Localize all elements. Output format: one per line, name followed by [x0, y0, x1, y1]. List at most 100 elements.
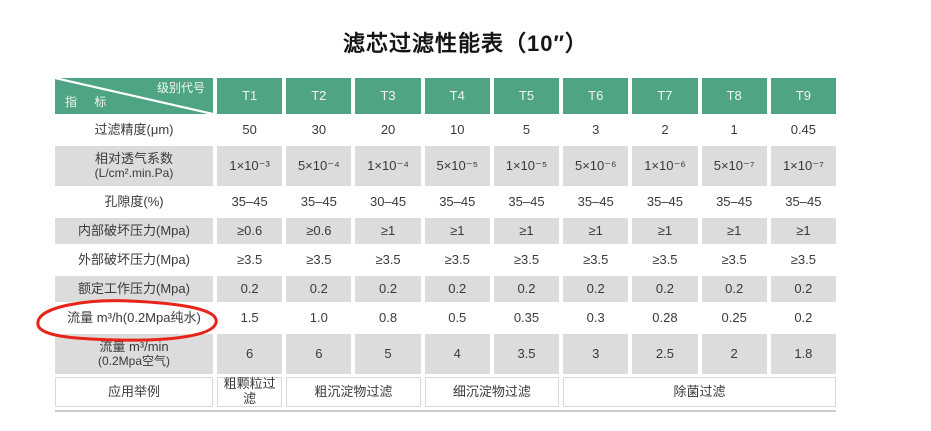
- value-cell: 35–45: [563, 189, 629, 215]
- row-label-text-line2: (L/cm².min.Pa): [94, 165, 174, 180]
- value-cell: 30–45: [355, 189, 421, 215]
- value-cell: 2.5: [632, 334, 698, 374]
- value-cell: ≥1: [424, 218, 490, 244]
- performance-table: 级别代号 指 标 T1 T2 T3 T4 T5 T6 T7 T8 T9 过滤精度(μm) 50 30 2…: [36, 78, 836, 412]
- value-cell: ≥3.5: [493, 247, 560, 273]
- column-header-t9: T9: [770, 78, 836, 114]
- value-cell: 0.35: [493, 305, 560, 331]
- value-cell: 3: [563, 117, 629, 143]
- value-cell: ≥1: [632, 218, 698, 244]
- value-cell: 5×10⁻⁶: [563, 146, 629, 186]
- value-cell: 0.2: [286, 276, 352, 302]
- row-label-text: 流量 m³/h(0.2Mpa纯水): [67, 309, 201, 325]
- value-cell: 35–45: [286, 189, 352, 215]
- column-header-t6: T6: [563, 78, 629, 114]
- value-cell: ≥1: [493, 218, 560, 244]
- row-label-text: 流量 m³/min: [99, 338, 169, 354]
- value-cell: 35–45: [493, 189, 560, 215]
- value-cell: ≥0.6: [217, 218, 283, 244]
- row-label: 流量 m³/h(0.2Mpa纯水): [55, 305, 213, 331]
- value-cell: 1.5: [217, 305, 283, 331]
- value-cell: 4: [424, 334, 490, 374]
- value-cell: 6: [217, 334, 283, 374]
- column-header-t1: T1: [217, 78, 283, 114]
- value-cell: ≥3.5: [286, 247, 352, 273]
- value-cell: 1×10⁻⁷: [770, 146, 836, 186]
- value-cell: 1×10⁻³: [217, 146, 283, 186]
- value-cell: 0.2: [563, 276, 629, 302]
- value-cell: 35–45: [632, 189, 698, 215]
- value-cell: 5: [355, 334, 421, 374]
- value-cell: 1×10⁻⁵: [493, 146, 560, 186]
- value-cell: ≥3.5: [424, 247, 490, 273]
- corner-label-indicator: 指 标: [65, 95, 114, 110]
- value-cell: 0.5: [424, 305, 490, 331]
- application-cell: 细沉淀物过滤: [424, 377, 560, 407]
- value-cell: 5: [493, 117, 560, 143]
- value-cell: 2: [701, 334, 767, 374]
- value-cell: 5×10⁻⁷: [701, 146, 767, 186]
- value-cell: 1×10⁻⁶: [632, 146, 698, 186]
- value-cell: 1×10⁻⁴: [355, 146, 421, 186]
- value-cell: 35–45: [701, 189, 767, 215]
- value-cell: 35–45: [217, 189, 283, 215]
- value-cell: ≥1: [701, 218, 767, 244]
- row-label: 流量 m³/min (0.2Mpa空气): [55, 334, 213, 374]
- value-cell: 3.5: [493, 334, 560, 374]
- value-cell: 0.3: [563, 305, 629, 331]
- row-label: 相对透气系数 (L/cm².min.Pa): [55, 146, 213, 186]
- row-label-text: 过滤精度(μm): [94, 121, 174, 137]
- column-header-t8: T8: [701, 78, 767, 114]
- value-cell: 10: [424, 117, 490, 143]
- value-cell: ≥3.5: [355, 247, 421, 273]
- value-cell: 0.2: [424, 276, 490, 302]
- row-label-text: 外部破坏压力(Mpa): [78, 251, 190, 267]
- column-header-t2: T2: [286, 78, 352, 114]
- value-cell: ≥3.5: [770, 247, 836, 273]
- value-cell: ≥0.6: [286, 218, 352, 244]
- row-label: 过滤精度(μm): [55, 117, 213, 143]
- value-cell: ≥1: [770, 218, 836, 244]
- value-cell: ≥3.5: [217, 247, 283, 273]
- row-label-text: 内部破坏压力(Mpa): [78, 222, 190, 238]
- value-cell: 0.2: [217, 276, 283, 302]
- value-cell: 5×10⁻⁵: [424, 146, 490, 186]
- value-cell: 3: [563, 334, 629, 374]
- application-cell: 粗颗粒过滤: [217, 376, 283, 407]
- table-corner-cell: 级别代号 指 标: [55, 78, 213, 114]
- value-cell: 1: [701, 117, 767, 143]
- column-header-t7: T7: [632, 78, 698, 114]
- performance-table-grid: 级别代号 指 标 T1 T2 T3 T4 T5 T6 T7 T8 T9 过滤精度(μm) 50 30 2…: [55, 78, 836, 407]
- page-title: 滤芯过滤性能表（10″）: [342, 31, 588, 56]
- value-cell: 0.28: [632, 305, 698, 331]
- value-cell: 2: [632, 117, 698, 143]
- application-cell: 除菌过滤: [563, 377, 836, 407]
- value-cell: 0.25: [701, 305, 767, 331]
- value-cell: 20: [355, 117, 421, 143]
- value-cell: 0.8: [355, 305, 421, 331]
- row-label-text-line2: (0.2Mpa空气): [97, 353, 171, 368]
- row-label: 外部破坏压力(Mpa): [55, 247, 213, 273]
- value-cell: 35–45: [424, 189, 490, 215]
- column-header-t3: T3: [355, 78, 421, 114]
- value-cell: 0.2: [701, 276, 767, 302]
- value-cell: ≥1: [563, 218, 629, 244]
- diagonal-divider: [55, 78, 213, 114]
- corner-label-grade-code: 级别代号: [156, 81, 205, 95]
- value-cell: 50: [217, 117, 283, 143]
- value-cell: 0.2: [770, 305, 836, 331]
- value-cell: ≥3.5: [701, 247, 767, 273]
- value-cell: 0.2: [770, 276, 836, 302]
- value-cell: 5×10⁻⁴: [286, 146, 352, 186]
- application-cell: 粗沉淀物过滤: [286, 377, 421, 407]
- row-label: 应用举例: [55, 377, 213, 407]
- value-cell: 35–45: [770, 189, 836, 215]
- row-label-text: 相对透气系数: [94, 150, 173, 166]
- value-cell: 0.45: [770, 117, 836, 143]
- value-cell: ≥1: [355, 218, 421, 244]
- value-cell: 30: [286, 117, 352, 143]
- row-label: 孔隙度(%): [55, 189, 213, 215]
- column-header-t5: T5: [493, 78, 560, 114]
- row-label-text: 应用举例: [107, 383, 160, 399]
- row-label-text: 额定工作压力(Mpa): [78, 280, 190, 296]
